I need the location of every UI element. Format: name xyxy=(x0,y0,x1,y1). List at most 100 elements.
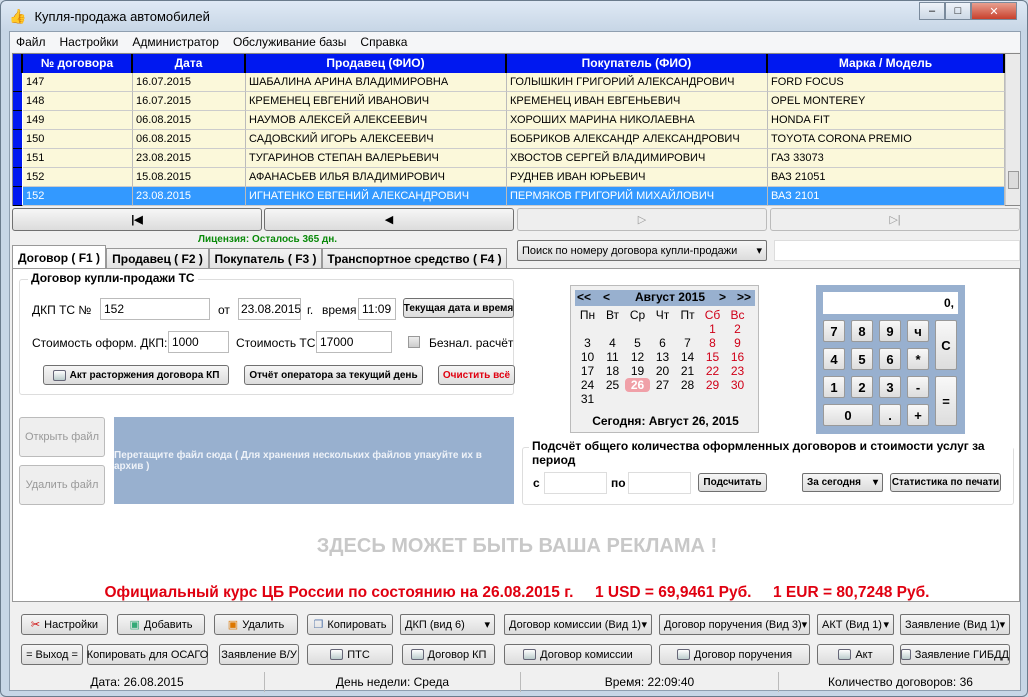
cell-seller[interactable]: НАУМОВ АЛЕКСЕЙ АЛЕКСЕЕВИЧ xyxy=(246,111,507,130)
calendar-day[interactable]: 12 xyxy=(630,350,645,364)
calc-key-sqrt[interactable]: ч xyxy=(907,320,929,342)
calendar-day[interactable]: 18 xyxy=(605,364,620,378)
scroll-thumb[interactable] xyxy=(1008,171,1019,189)
add-button[interactable]: ▣ Добавить xyxy=(117,614,205,635)
tab-vehicle[interactable]: Транспортное средство ( F4 ) xyxy=(322,248,507,268)
grid-scrollbar[interactable] xyxy=(1005,54,1020,205)
col-date[interactable]: Дата xyxy=(133,54,246,73)
calendar-day-today[interactable]: 26 xyxy=(625,378,650,392)
calendar-day[interactable]: 21 xyxy=(680,364,695,378)
cell-model[interactable]: HONDA FIT xyxy=(768,111,1005,130)
row-indicator[interactable] xyxy=(13,149,22,168)
contract-date-field[interactable]: 23.08.2015 xyxy=(238,298,301,320)
copy-button[interactable]: ❐ Копировать xyxy=(307,614,393,635)
print-pts-button[interactable]: ПТС xyxy=(307,644,393,665)
cell-buyer[interactable]: ПЕРМЯКОВ ГРИГОРИЙ МИХАЙЛОВИЧ xyxy=(507,187,768,206)
table-row[interactable]: 152 15.08.2015 АФАНАСЬЕВ ИЛЬЯ ВЛАДИМИРОВИЧ… xyxy=(13,168,1005,187)
calendar-day[interactable]: 14 xyxy=(680,350,695,364)
calendar-day[interactable]: 5 xyxy=(634,336,641,350)
cell-seller[interactable]: ТУГАРИНОВ СТЕПАН ВАЛЕРЬЕВИЧ xyxy=(246,149,507,168)
calendar-day[interactable]: 1 xyxy=(709,322,716,336)
cell-model[interactable]: TOYOTA CORONA PREMIO xyxy=(768,130,1005,149)
cell-date[interactable]: 06.08.2015 xyxy=(133,130,246,149)
cell-date[interactable]: 23.08.2015 xyxy=(133,149,246,168)
row-indicator[interactable] xyxy=(13,111,22,130)
calendar-today[interactable]: Сегодня: Август 26, 2015 xyxy=(592,414,739,428)
cell-date[interactable]: 16.07.2015 xyxy=(133,73,246,92)
calendar[interactable]: << < Август 2015 > >> Пн Вт Ср Чт Пт Сб Вс 1 2 3 4… xyxy=(570,285,759,433)
contract-time-field[interactable]: 11:09 xyxy=(358,298,396,320)
cell-buyer[interactable]: РУДНЕВ ИВАН ЮРЬЕВИЧ xyxy=(507,168,768,187)
settings-button[interactable]: ✂ Настройки xyxy=(21,614,108,635)
menu-settings[interactable]: Настройки xyxy=(59,35,119,49)
cell-date[interactable]: 23.08.2015 xyxy=(133,187,246,206)
nav-last-button[interactable]: ▷| xyxy=(770,208,1020,231)
period-to-field[interactable] xyxy=(628,472,691,494)
print-gibdd-button[interactable]: Заявление ГИБДД xyxy=(900,644,1010,665)
menu-db-maintenance[interactable]: Обслуживание базы xyxy=(232,35,347,49)
cell-seller[interactable]: ИГНАТЕНКО ЕВГЕНИЙ АЛЕКСАНДРОВИЧ xyxy=(246,187,507,206)
calendar-day[interactable]: 2 xyxy=(734,322,741,336)
commission-template-select[interactable]: Договор комиссии (Вид 1) ▾ xyxy=(504,614,652,635)
fee-field[interactable]: 1000 xyxy=(168,331,229,353)
cell-buyer[interactable]: ХВОСТОВ СЕРГЕЙ ВЛАДИМИРОВИЧ xyxy=(507,149,768,168)
calendar-day[interactable]: 23 xyxy=(730,364,745,378)
calendar-day[interactable]: 10 xyxy=(580,350,595,364)
cell-seller[interactable]: ШАБАЛИНА АРИНА ВЛАДИМИРОВНА xyxy=(246,73,507,92)
calc-key-6[interactable]: 6 xyxy=(879,348,901,370)
calendar-day[interactable]: 4 xyxy=(609,336,616,350)
table-row[interactable]: 148 16.07.2015 КРЕМЕНЕЦ ЕВГЕНИЙ ИВАНОВИЧ КР… xyxy=(13,92,1005,111)
calc-key-1[interactable]: 1 xyxy=(823,376,845,398)
tab-seller[interactable]: Продавец ( F2 ) xyxy=(106,248,209,268)
calc-key-3[interactable]: 3 xyxy=(879,376,901,398)
act-template-select[interactable]: АКТ (Вид 1) ▾ xyxy=(817,614,894,635)
calendar-day[interactable]: 20 xyxy=(655,364,670,378)
table-row[interactable]: 152 23.08.2015 ИГНАТЕНКО ЕВГЕНИЙ АЛЕКСАНДР… xyxy=(13,187,1005,206)
calc-key-8[interactable]: 8 xyxy=(851,320,873,342)
cell-date[interactable]: 15.08.2015 xyxy=(133,168,246,187)
print-stats-button[interactable]: Статистика по печати xyxy=(890,473,1001,492)
cal-prev-year-button[interactable]: << xyxy=(577,290,592,304)
print-order-button[interactable]: Договор поручения xyxy=(659,644,810,665)
cell-contract-no[interactable]: 148 xyxy=(23,92,133,111)
cell-buyer[interactable]: КРЕМЕНЕЦ ИВАН ЕВГЕНЬЕВИЧ xyxy=(507,92,768,111)
operator-report-button[interactable]: Отчёт оператора за текущий день xyxy=(244,365,423,385)
calendar-day[interactable]: 29 xyxy=(705,378,720,392)
cell-contract-no[interactable]: 149 xyxy=(23,111,133,130)
calendar-day[interactable]: 15 xyxy=(705,350,720,364)
calc-key-equals[interactable]: = xyxy=(935,376,957,426)
menu-file[interactable]: Файл xyxy=(16,35,46,49)
exit-button[interactable]: = Выход = xyxy=(21,644,83,665)
calendar-day[interactable]: 24 xyxy=(580,378,595,392)
nav-next-button[interactable]: ▷ xyxy=(517,208,767,231)
order-template-select[interactable]: Договор поручения (Вид 3) ▾ xyxy=(659,614,810,635)
calc-key-4[interactable]: 4 xyxy=(823,348,845,370)
cal-prev-month-button[interactable]: < xyxy=(603,290,611,304)
delete-button[interactable]: ▣ Удалить xyxy=(214,614,298,635)
col-buyer[interactable]: Покупатель (ФИО) xyxy=(507,54,768,73)
cashless-checkbox[interactable] xyxy=(408,336,420,348)
nav-prev-button[interactable]: ◀ xyxy=(264,208,514,231)
menu-admin[interactable]: Администратор xyxy=(132,35,219,49)
calendar-day[interactable]: 9 xyxy=(734,336,741,350)
cell-model[interactable]: ВАЗ 2101 xyxy=(768,187,1005,206)
period-range-select[interactable]: За сегодня ▾ xyxy=(802,473,883,492)
statement-template-select[interactable]: Заявление (Вид 1) ▾ xyxy=(900,614,1010,635)
calendar-day[interactable]: 8 xyxy=(709,336,716,350)
termination-act-button[interactable]: Акт расторжения договора КП xyxy=(43,365,229,385)
cell-model[interactable]: ГАЗ 33073 xyxy=(768,149,1005,168)
count-button[interactable]: Подсчитать xyxy=(698,473,767,492)
cell-date[interactable]: 06.08.2015 xyxy=(133,111,246,130)
maximize-button[interactable]: □ xyxy=(945,2,971,20)
copy-osago-button[interactable]: Копировать для ОСАГО xyxy=(87,644,208,665)
cell-model[interactable]: OPEL MONTEREY xyxy=(768,92,1005,111)
cell-contract-no[interactable]: 152 xyxy=(23,187,133,206)
row-indicator[interactable] xyxy=(13,187,22,206)
calendar-days[interactable]: Пн Вт Ср Чт Пт Сб Вс 1 2 3 4 5 6 7 8 9 10 11 12 13 14 15 16 17 1… xyxy=(575,308,750,406)
col-seller[interactable]: Продавец (ФИО) xyxy=(246,54,507,73)
row-indicator[interactable] xyxy=(13,92,22,111)
tab-contract[interactable]: Договор ( F1 ) xyxy=(12,245,106,269)
cell-contract-no[interactable]: 147 xyxy=(23,73,133,92)
table-row[interactable]: 150 06.08.2015 САДОВСКИЙ ИГОРЬ АЛЕКСЕЕВИЧ Б… xyxy=(13,130,1005,149)
table-row[interactable]: 147 16.07.2015 ШАБАЛИНА АРИНА ВЛАДИМИРОВНА… xyxy=(13,73,1005,92)
